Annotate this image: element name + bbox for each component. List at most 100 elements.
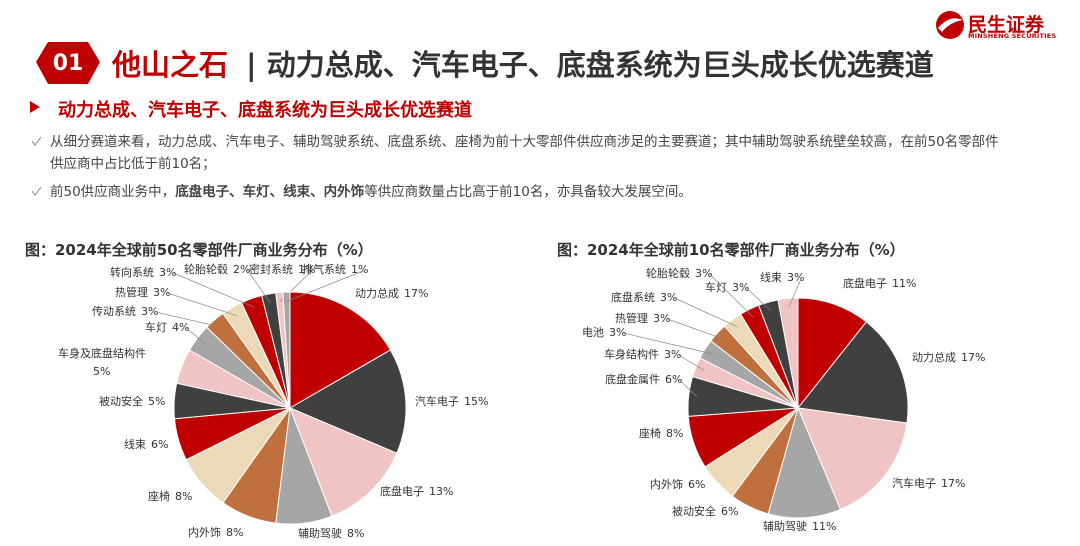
check: [31, 136, 42, 146]
slice-label: 动力总成 17%: [912, 350, 985, 364]
value-label: 3%: [695, 267, 712, 280]
value-label: 3%: [787, 271, 804, 284]
category-label: 汽车电子: [415, 394, 459, 408]
check: [31, 186, 42, 196]
slice-label: 传动系统 3%: [92, 305, 158, 318]
subtitle: 动力总成、汽车电子、底盘系统为巨头成长优选赛道: [58, 100, 472, 121]
category-label: 内外饰: [188, 525, 221, 539]
slice-label: 被动安全 6%: [672, 504, 738, 518]
category-label: 热管理: [615, 311, 648, 325]
slice-label: 座椅 8%: [148, 489, 192, 503]
slice-label: 被动安全 5%: [99, 394, 165, 408]
leader-line: [709, 273, 754, 318]
value-label: 17%: [404, 287, 428, 300]
value-label: 4%: [172, 321, 189, 334]
slice-label: 排气系统 1%: [302, 262, 368, 276]
category-label: 底盘系统: [611, 290, 655, 304]
slice-label: 汽车电子 17%: [892, 476, 965, 490]
value-label: 11%: [892, 277, 916, 290]
value-label: 3%: [153, 286, 170, 299]
value-label: 8%: [226, 526, 243, 539]
slice-label: 底盘系统 3%: [611, 290, 677, 304]
value-label: 6%: [151, 438, 168, 451]
category-label: 座椅: [639, 426, 661, 440]
charts: 动力总成 17% 汽车电子 15% 底盘电子 13% 辅助驾驶 8% 内外饰 8% 座椅 8% 线束 6%…: [58, 262, 985, 540]
value-label: 17%: [961, 351, 985, 364]
category-label: 底盘电子: [843, 276, 887, 290]
category-label: 内外饰: [650, 477, 683, 491]
category-label: 热管理: [115, 285, 148, 299]
slice-label: 动力总成 17%: [355, 286, 428, 300]
slice-label: 底盘电子 13%: [380, 484, 453, 498]
slice-label: 底盘电子 11%: [843, 276, 916, 290]
value-label: 3%: [159, 266, 176, 279]
category-label: 动力总成: [355, 286, 399, 300]
pie-slice: [288, 349, 407, 454]
value-label: 11%: [812, 520, 836, 533]
value-label: 3%: [660, 291, 677, 304]
category-label: 动力总成: [912, 350, 956, 364]
logo-en: MINSHENG SECURITIES: [968, 32, 1057, 40]
value-label: 3%: [653, 312, 670, 325]
value-label: 13%: [429, 485, 453, 498]
leader-line: [679, 379, 698, 398]
bullet-text: 从细分赛道来看，动力总成、汽车电子、辅助驾驶系统、底盘系统、座椅为前十大零部件供…: [50, 134, 999, 172]
pie-slice: [777, 297, 799, 409]
pie-slice: [767, 406, 842, 519]
value-label: 3%: [141, 305, 158, 318]
value-label: 15%: [464, 395, 488, 408]
value-label: 5%: [93, 365, 110, 378]
leader-line: [623, 332, 713, 355]
category-label: 车身结构件: [604, 347, 659, 361]
category-label: 车身及底盘结构件: [58, 346, 146, 360]
logo-mark: [938, 18, 963, 32]
value-label: 6%: [721, 505, 738, 518]
slice-label: 轮胎轮毂 3%: [646, 266, 712, 280]
category-label: 电池: [582, 326, 604, 339]
slice-label: 电池 3%: [582, 326, 626, 339]
slice-label: 密封系统 1%: [249, 262, 315, 276]
slice-label: 转向系统 3%: [110, 265, 176, 279]
value-label: 3%: [664, 348, 681, 361]
slice-label: 车灯 3%: [705, 280, 749, 294]
leader-line: [788, 277, 802, 308]
page-title: | 动力总成、汽车电子、底盘系统为巨头成长优选赛道: [246, 48, 934, 82]
category-label: 线束: [760, 270, 782, 284]
sub-arrow: [30, 101, 40, 113]
pie-slice: [289, 291, 392, 409]
slice-label: 底盘金属件 6%: [605, 372, 682, 386]
value-label: 5%: [148, 395, 165, 408]
slice-label: 线束 6%: [124, 437, 168, 451]
category-label: 辅助驾驶: [763, 519, 807, 533]
value-label: 2%: [233, 263, 250, 276]
leader-line: [167, 292, 237, 316]
leader-line: [678, 354, 705, 371]
chart-title: 图：2024年全球前10名零部件厂商业务分布（%）: [557, 241, 905, 259]
category-label: 转向系统: [110, 265, 154, 279]
slice-label: 车灯 4%: [145, 320, 189, 334]
slice-label: 辅助驾驶 8%: [298, 526, 364, 540]
bullet-text: 等供应商数量占比高于前10名，亦具备较大发展空间。: [364, 184, 692, 200]
slice-label: 辅助驾驶 11%: [763, 519, 836, 533]
leader-line: [667, 318, 724, 340]
pie-slice: [797, 321, 909, 424]
slice-label: 线束 3%: [760, 270, 804, 284]
badge-shape: [36, 42, 100, 84]
slice-label: 热管理 3%: [615, 311, 670, 325]
section-title: 他山之石: [112, 48, 229, 82]
slice-label: 汽车电子 15%: [415, 394, 488, 408]
category-label: 底盘金属件: [605, 372, 660, 386]
pie-slice: [282, 291, 291, 409]
value-label: 1%: [298, 263, 315, 276]
value-label: 3%: [732, 281, 749, 294]
category-label: 排气系统: [302, 262, 346, 276]
value-label: 8%: [666, 427, 683, 440]
category-label: 汽车电子: [892, 476, 936, 490]
bullet-text: 前50供应商业务中，: [50, 184, 176, 200]
leader-line: [173, 272, 255, 308]
leader-line: [746, 287, 771, 311]
category-label: 传动系统: [92, 305, 136, 318]
slice-label: 内外饰 6%: [650, 477, 705, 491]
category-label: 轮胎轮毂: [184, 262, 228, 276]
